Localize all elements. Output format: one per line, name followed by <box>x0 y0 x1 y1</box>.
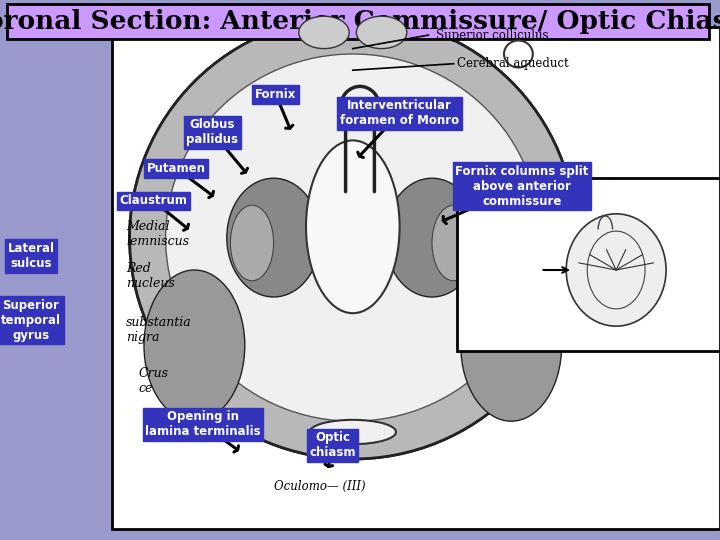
Text: Putamen: Putamen <box>147 162 206 175</box>
Ellipse shape <box>504 40 533 68</box>
Ellipse shape <box>432 205 475 281</box>
FancyBboxPatch shape <box>7 4 709 39</box>
Ellipse shape <box>566 214 666 326</box>
Text: Globus
pallidus: Globus pallidus <box>186 118 238 146</box>
Ellipse shape <box>310 420 396 444</box>
Text: Oculomo— (III): Oculomo— (III) <box>274 480 365 492</box>
Ellipse shape <box>166 54 540 421</box>
Text: Lateral
sulcus: Lateral sulcus <box>7 242 55 270</box>
Text: Red
nucleus: Red nucleus <box>126 262 175 291</box>
Text: Coronal Section: Anterior Commissure/ Optic Chiasm: Coronal Section: Anterior Commissure/ Op… <box>0 9 720 33</box>
Text: Superior colliculus: Superior colliculus <box>436 29 548 42</box>
Text: Opening in
lamina terminalis: Opening in lamina terminalis <box>145 410 261 438</box>
Text: Optic
chiasm: Optic chiasm <box>310 431 356 460</box>
Ellipse shape <box>227 178 320 297</box>
FancyBboxPatch shape <box>457 178 720 351</box>
Ellipse shape <box>461 270 562 421</box>
FancyBboxPatch shape <box>112 27 720 529</box>
Ellipse shape <box>144 270 245 421</box>
Ellipse shape <box>130 16 576 459</box>
Text: Fornix columns split
above anterior
commissure: Fornix columns split above anterior comm… <box>455 165 589 208</box>
Text: Fornix: Fornix <box>255 88 297 101</box>
Text: Claustrum: Claustrum <box>120 194 187 207</box>
Text: Crus
ce: Crus ce <box>138 367 168 395</box>
Ellipse shape <box>230 205 274 281</box>
Text: Medial
lemniscus: Medial lemniscus <box>126 220 189 248</box>
Ellipse shape <box>306 140 400 313</box>
Text: Superior
temporal
gyrus: Superior temporal gyrus <box>1 299 61 342</box>
Text: substantia
nigra: substantia nigra <box>126 316 192 345</box>
Text: Cerebral aqueduct: Cerebral aqueduct <box>457 57 569 70</box>
Ellipse shape <box>356 16 407 49</box>
Ellipse shape <box>385 178 479 297</box>
Ellipse shape <box>130 16 576 459</box>
Text: Interventricular
foramen of Monro: Interventricular foramen of Monro <box>340 99 459 127</box>
Ellipse shape <box>299 16 349 49</box>
